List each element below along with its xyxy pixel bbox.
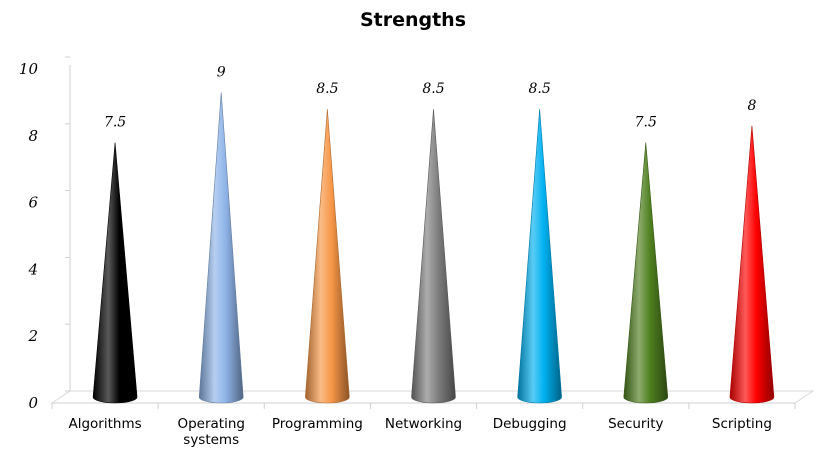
x-tick-label: Security (608, 416, 663, 432)
x-tick-label: Algorithms (68, 416, 141, 432)
data-label: 8.5 (529, 81, 551, 97)
chart-labels: 7.5 Algorithms 9 Operating systems 8.5 Program… (68, 64, 771, 448)
x-tick-label: Networking (385, 416, 462, 432)
cone-bar (305, 109, 350, 404)
x-tick-label: Debugging (493, 416, 567, 432)
cone-bar (92, 142, 138, 404)
cone-bar (198, 92, 244, 404)
x-tick-label: Programming (272, 416, 363, 432)
x-tick-label: Scripting (712, 416, 772, 432)
y-tick-label: 10 (19, 60, 39, 78)
cone-bar (517, 109, 562, 404)
chart-axes: 0 2 4 6 8 10 (19, 56, 815, 412)
data-label: 8.5 (316, 81, 338, 97)
data-label: 8.5 (422, 81, 444, 97)
y-tick-label: 6 (28, 194, 38, 212)
data-label: 9 (217, 64, 226, 80)
y-tick-label: 8 (28, 127, 38, 145)
cone-bar (623, 142, 669, 404)
x-tick-label: Operating systems (177, 416, 245, 448)
data-label: 8 (747, 98, 756, 114)
chart-title: Strengths (360, 9, 466, 31)
data-label: 7.5 (104, 115, 126, 131)
y-tick-label: 2 (27, 327, 38, 345)
y-tick-label: 4 (27, 260, 38, 278)
y-tick-label: 0 (28, 394, 38, 412)
cone-bar (411, 109, 456, 404)
chart-marks (92, 92, 775, 404)
cone-bar (729, 125, 775, 404)
data-label: 7.5 (635, 115, 657, 131)
